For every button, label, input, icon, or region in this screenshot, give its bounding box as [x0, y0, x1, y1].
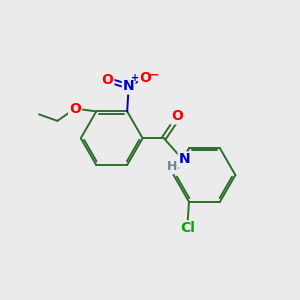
Text: N: N — [178, 152, 190, 167]
Text: O: O — [69, 101, 81, 116]
Text: O: O — [139, 71, 151, 85]
Text: O: O — [171, 110, 183, 123]
Text: H: H — [167, 160, 177, 173]
Text: Cl: Cl — [180, 221, 195, 235]
Text: O: O — [101, 73, 113, 87]
Text: N: N — [123, 80, 134, 93]
Text: +: + — [131, 73, 139, 82]
Text: −: − — [149, 68, 160, 81]
